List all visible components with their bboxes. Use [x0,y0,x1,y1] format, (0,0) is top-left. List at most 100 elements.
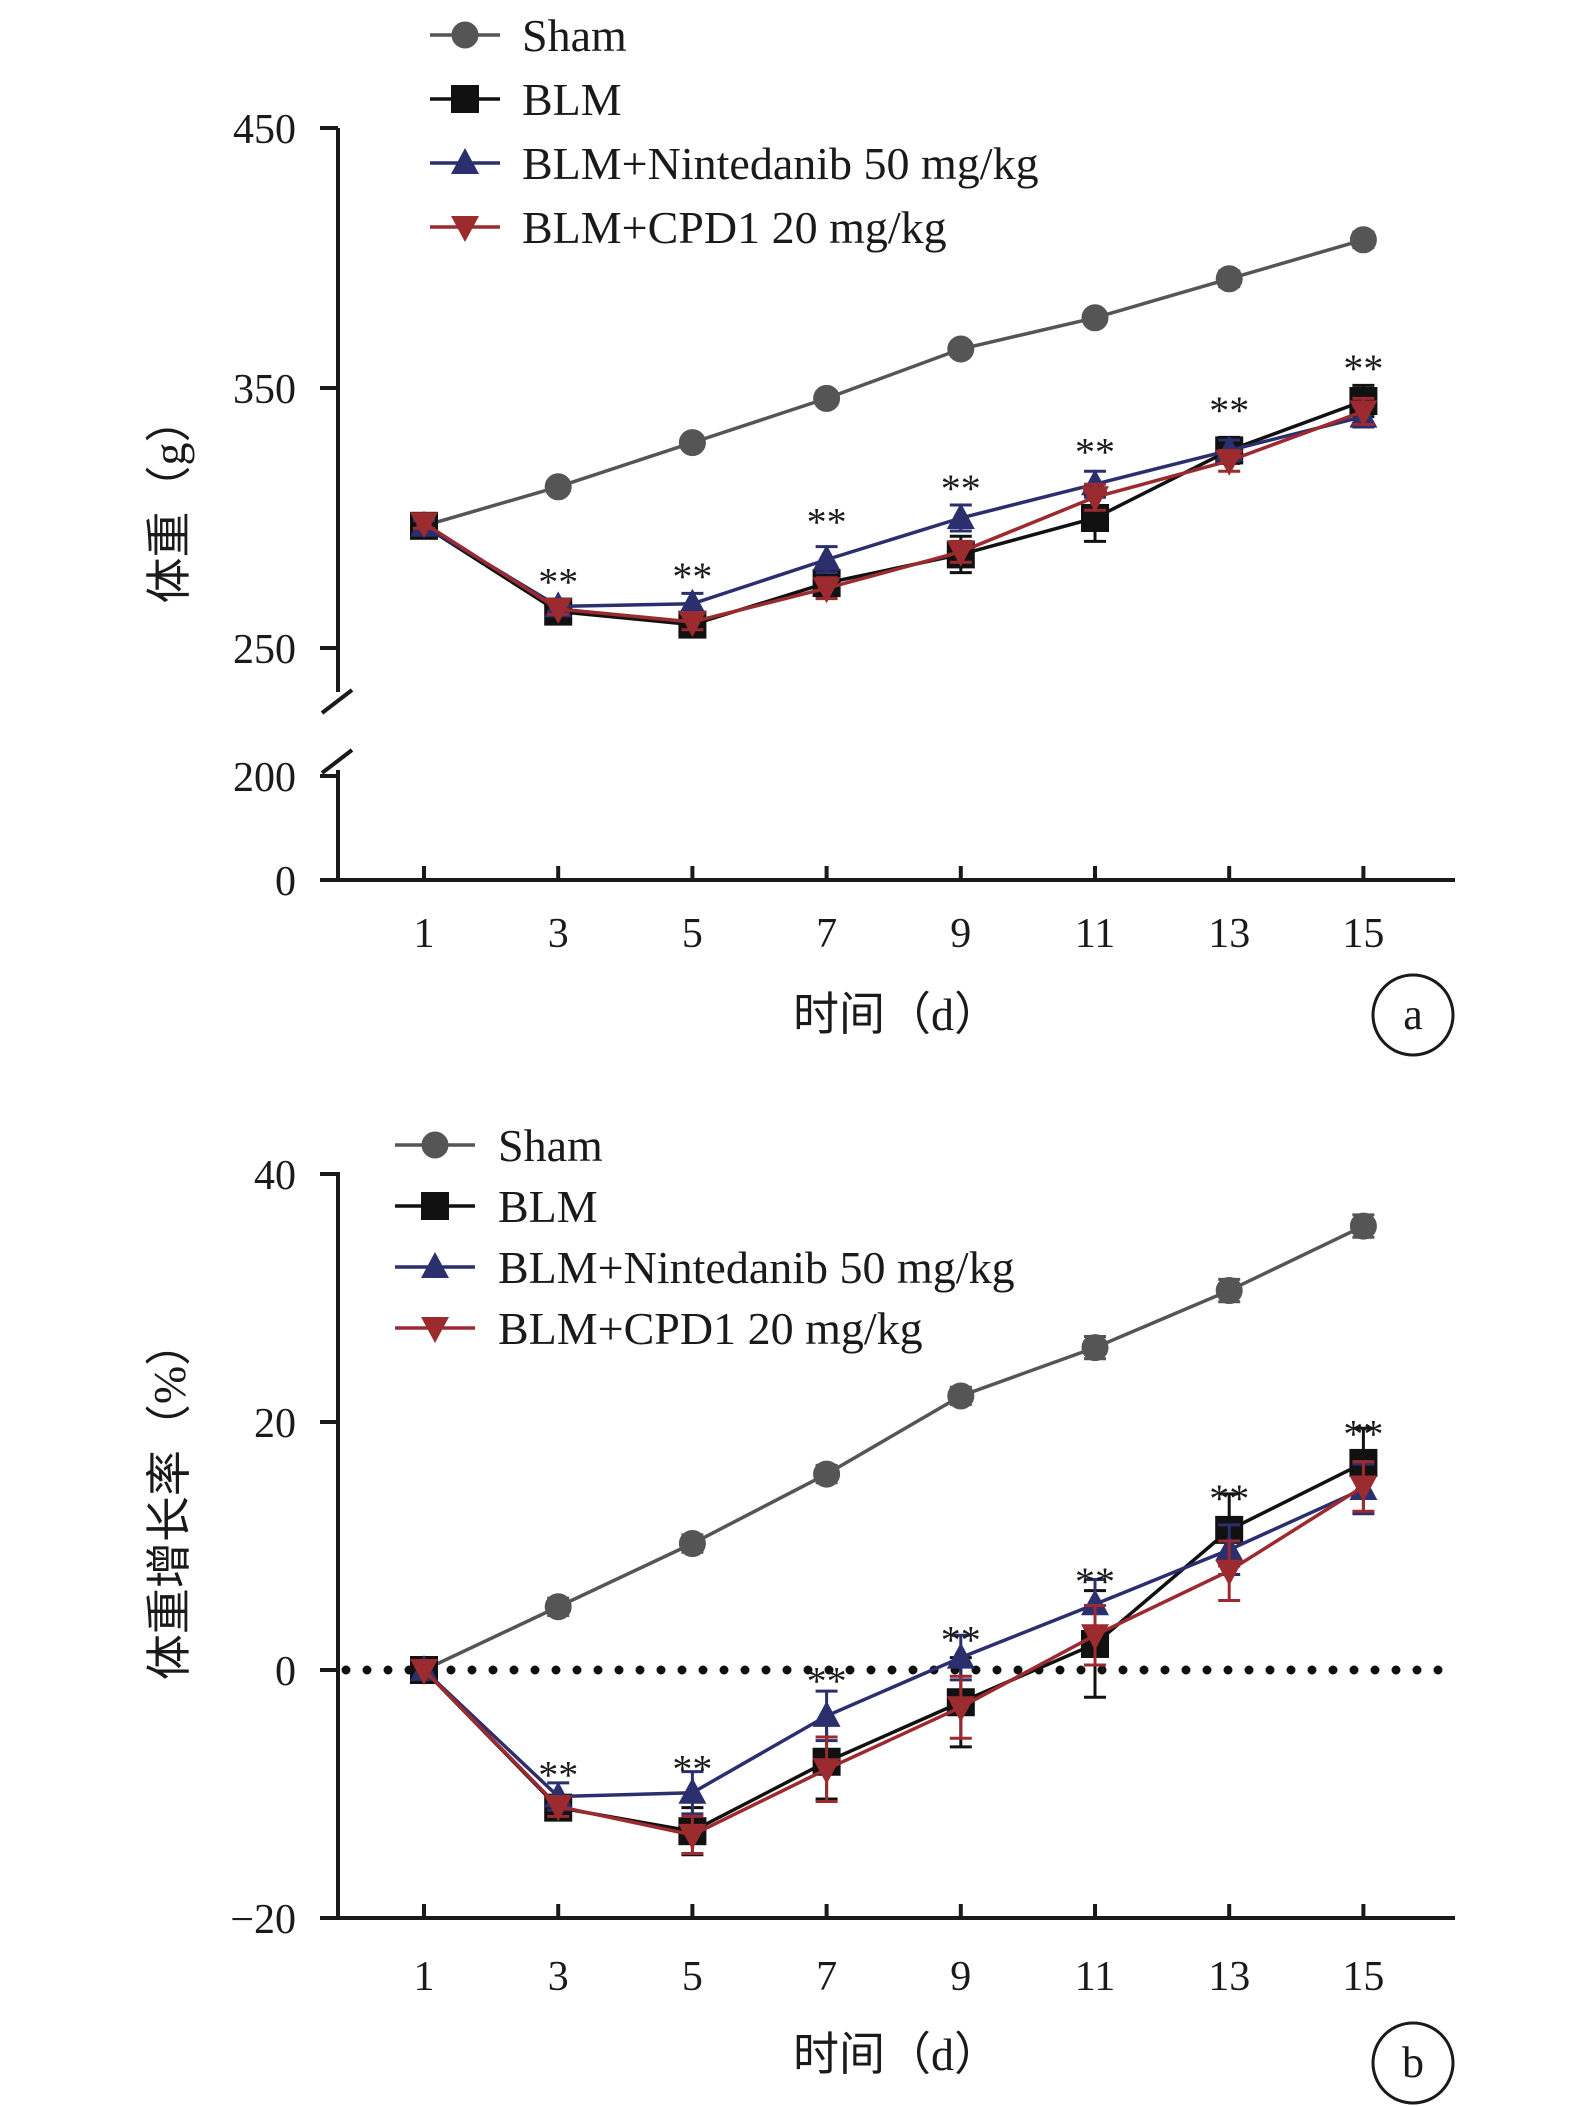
panel-b-legend-0-label: Sham [498,1120,603,1171]
panel-b-y-tick-label: 0 [275,1649,296,1695]
panel-b-series-0-marker [813,1460,841,1488]
panel-a-series-3-marker [1349,400,1378,427]
panel-b-series-3-marker [1081,1624,1109,1651]
panel-a-x-tick-label: 11 [1075,911,1115,957]
panel-a-series-3-marker [946,540,975,567]
panel-a-series-3-marker [678,611,707,637]
panel-b-x-tick-label: 15 [1342,1954,1384,2000]
panel-a-series-3-marker [812,577,841,604]
panel-a-legend-2-label: BLM+Nintedanib 50 mg/kg [522,138,1039,189]
panel-a-x-tick-label: 5 [682,911,703,957]
panel-a-significance-label: ** [538,559,578,604]
panel-a-series-0-marker [813,384,841,412]
panel-b-series-3-marker [946,1696,975,1723]
panel-a-x-tick-label: 1 [414,911,435,957]
panel-b-legend-1-swatch-marker [421,1192,449,1220]
panel-a-y-tick-label: 0 [275,859,296,905]
panel-b-significance-label: ** [672,1746,712,1791]
panel-a-legend-2-swatch-marker [451,148,479,174]
panel-b-x-tick-label: 7 [816,1954,837,2000]
panel-b-series-3-marker [1215,1559,1244,1586]
panel-b-y-tick-label: 40 [254,1153,296,1199]
panel-a-legend-0-label: Sham [522,10,627,61]
panel-a-significance-label: ** [1209,388,1249,433]
panel-b-series-0-line [423,1224,1365,1672]
panel-a-panel-tag-label: a [1403,990,1423,1039]
panel-a-y-axis-break-mark [320,688,354,715]
panel-b-series-2-line [422,1487,1365,1799]
panel-a-series-3-marker [410,512,438,539]
panel-b-series-0-marker [544,1593,572,1621]
panel-b-series-0-marker [678,1530,706,1558]
panel-b-y-axis-title: 体重增长率（%） [144,1320,195,1680]
panel-b-series-3-line [422,1484,1365,1837]
panel-b-series-2-marker [812,1700,841,1727]
panel-a-series-2-marker [946,503,975,529]
panel-b-x-axis-title: 时间（d） [793,2029,1000,2080]
panel-b-series-0-marker [1349,1212,1377,1240]
panel-a-significance-label: ** [1343,346,1383,391]
panel-b-series-2-marker [678,1777,707,1804]
panel-b-series-3-marker [812,1758,841,1785]
panel-a-y-tick-label: 350 [233,367,296,413]
panel-a-series-2-marker [812,544,841,571]
panel-b-significance-label: ** [807,1658,847,1703]
panel-a-y-tick-label: 200 [233,755,296,801]
panel-b-series-2-marker [1081,1589,1109,1616]
panel-a-y-tick-label: 450 [233,107,296,153]
panel-b-significance-label: ** [538,1753,578,1798]
panel-a-series-0-marker [544,473,572,501]
panel-a-significance-label: ** [941,466,981,511]
panel-b-legend-1-label: BLM [498,1181,598,1232]
panel-a-y-axis-title: 体重（g） [144,397,195,604]
panel-a-significance-label: ** [1075,429,1115,474]
panel-a-significance-label: ** [672,554,712,599]
panel-a-legend-3-swatch-marker [451,216,479,242]
panel-b-significance-label: ** [1209,1476,1249,1521]
panel-b-panel-tag-label: b [1402,2038,1424,2087]
panel-b-y-tick-label: −20 [230,1897,296,1943]
panel-a-series-0-marker [1081,304,1109,332]
panel-a-legend-0-swatch-marker [451,21,479,49]
panel-a-series-2-marker [678,588,707,615]
panel-b-x-tick-label: 3 [548,1954,569,2000]
panel-b-x-tick-label: 1 [414,1954,435,2000]
panel-b-series-3-marker [410,1659,438,1685]
panel-b-legend-2-swatch-marker [421,1252,449,1278]
panel-a-series-0-marker [947,335,975,363]
panel-a-legend-1-swatch-marker [451,85,479,113]
panel-b-significance-label: ** [1075,1559,1115,1604]
panel-b-x-tick-label: 9 [950,1954,971,2000]
panel-b-significance-label: ** [1343,1412,1383,1457]
panel-b-series-2-marker [946,1642,975,1669]
panel-a-y-tick-label: 250 [233,627,296,673]
panel-b-series-0-marker [947,1382,975,1410]
panel-a-series-3-line [423,409,1365,624]
panel-a-legend-3-label: BLM+CPD1 20 mg/kg [522,202,947,253]
panel-a-x-axis-title: 时间（d） [793,989,1000,1040]
panel-a-x-tick-label: 3 [548,911,569,957]
panel-b-legend-3-label: BLM+CPD1 20 mg/kg [498,1303,923,1354]
panel-a-x-tick-label: 7 [816,911,837,957]
panel-a-series-3-marker [1081,486,1109,513]
panel-b-series-3-marker [544,1795,573,1822]
panel-a-series-3-marker [544,598,573,624]
panel-a-series-3-marker [1215,449,1244,476]
panel-a-significance-label: ** [807,500,847,545]
panel-a-panel-tag-circle [1371,973,1455,1057]
panel-a-series-0-marker [678,429,706,457]
panel-a-series-0-marker [1349,226,1377,254]
panel-b-legend-2-label: BLM+Nintedanib 50 mg/kg [498,1242,1015,1293]
panel-b-panel-tag-circle [1371,2021,1455,2105]
panel-b-series-3-marker [678,1823,707,1850]
panel-b-legend-0-swatch-marker [421,1131,449,1159]
panel-a-x-tick-label: 9 [950,911,971,957]
panel-b-series-3-marker [1349,1475,1378,1502]
panel-a-y-axis-break-mark [320,748,354,775]
panel-b-x-tick-label: 11 [1075,1954,1115,2000]
panel-b-legend-3-swatch-marker [421,1317,449,1343]
panel-a-x-tick-label: 13 [1208,911,1250,957]
